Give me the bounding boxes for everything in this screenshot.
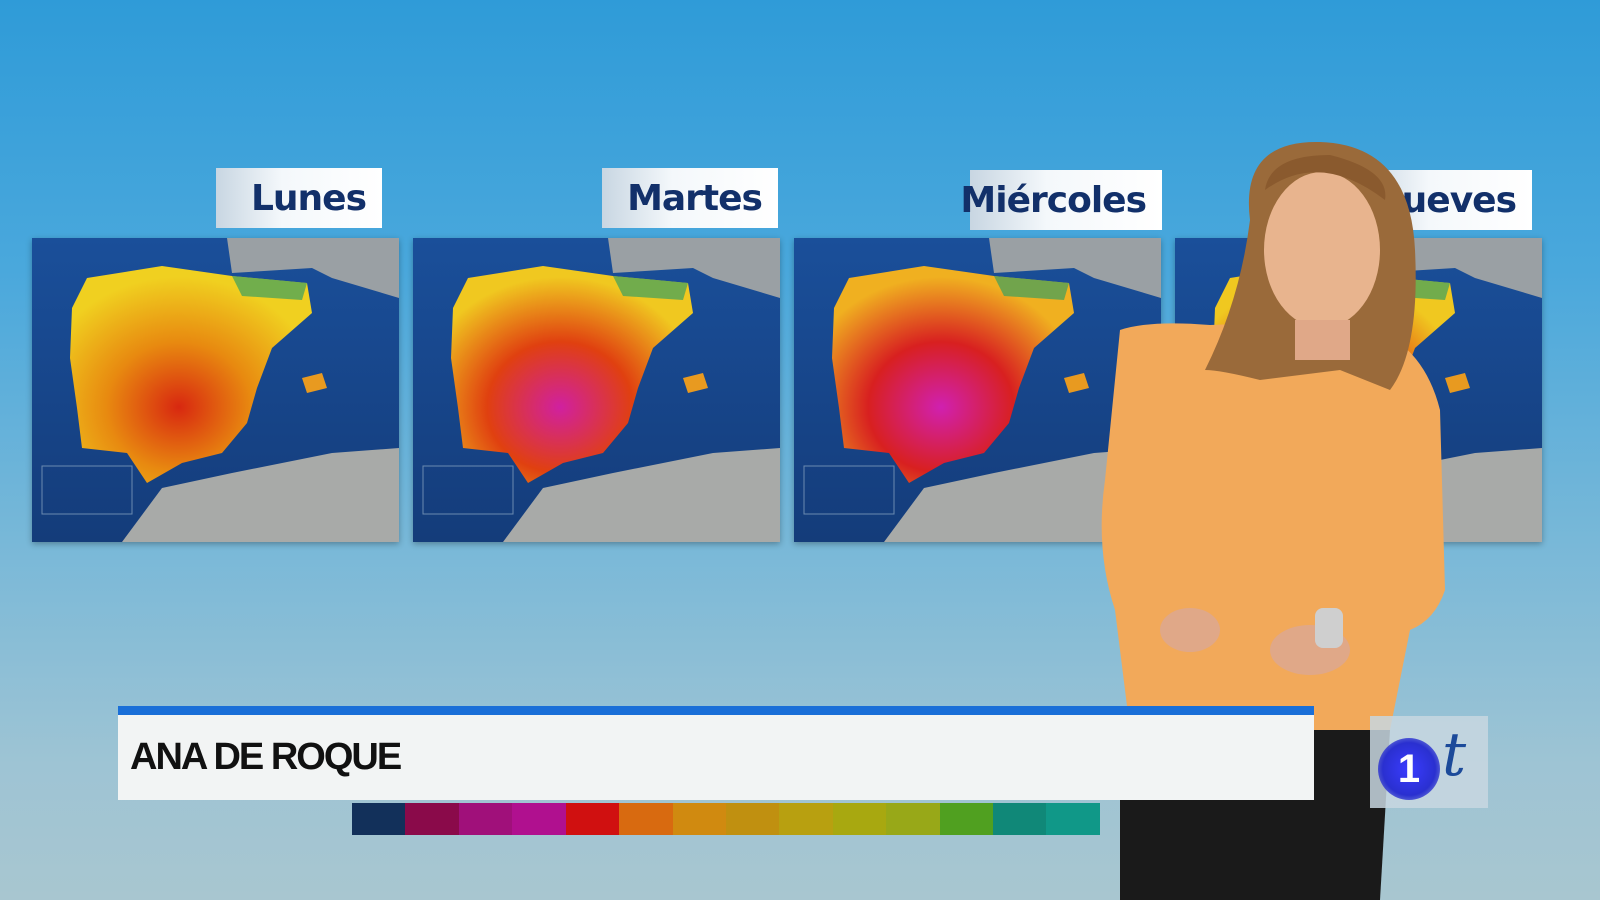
scale-swatch: [779, 803, 833, 835]
logo-letter: t: [1442, 720, 1467, 790]
scale-swatch: [939, 803, 994, 835]
day-label: Jueves: [1389, 179, 1517, 221]
day-tab-lunes: Lunes: [216, 168, 382, 228]
day-label: Miércoles: [960, 179, 1147, 221]
scale-swatch: [886, 803, 940, 835]
lower-third-name-bar: ANA DE ROQUE: [118, 706, 1314, 800]
forecast-map-miercoles: [794, 238, 1161, 542]
scale-swatch: [512, 803, 566, 835]
temperature-color-scale: [352, 803, 1100, 835]
scale-swatch: [405, 803, 459, 835]
forecast-map-lunes: [32, 238, 399, 542]
day-label: Martes: [627, 177, 763, 219]
scale-swatch: [458, 803, 513, 835]
channel-logo: t 1: [1370, 716, 1488, 808]
scale-swatch: [725, 803, 780, 835]
day-tab-miercoles: Miércoles: [960, 170, 1162, 230]
day-tab-martes: Martes: [602, 168, 778, 228]
scale-swatch: [352, 803, 406, 835]
presenter-name: ANA DE ROQUE: [130, 736, 402, 778]
scale-swatch: [1046, 803, 1100, 835]
scale-swatch: [619, 803, 673, 835]
presenter: [1101, 141, 1445, 900]
logo-channel-number: 1: [1378, 738, 1440, 800]
scale-swatch: [565, 803, 620, 835]
scale-swatch: [993, 803, 1047, 835]
scale-swatch: [832, 803, 887, 835]
day-label: Lunes: [250, 177, 367, 219]
scale-swatch: [672, 803, 726, 835]
forecast-map-martes: [413, 238, 780, 542]
